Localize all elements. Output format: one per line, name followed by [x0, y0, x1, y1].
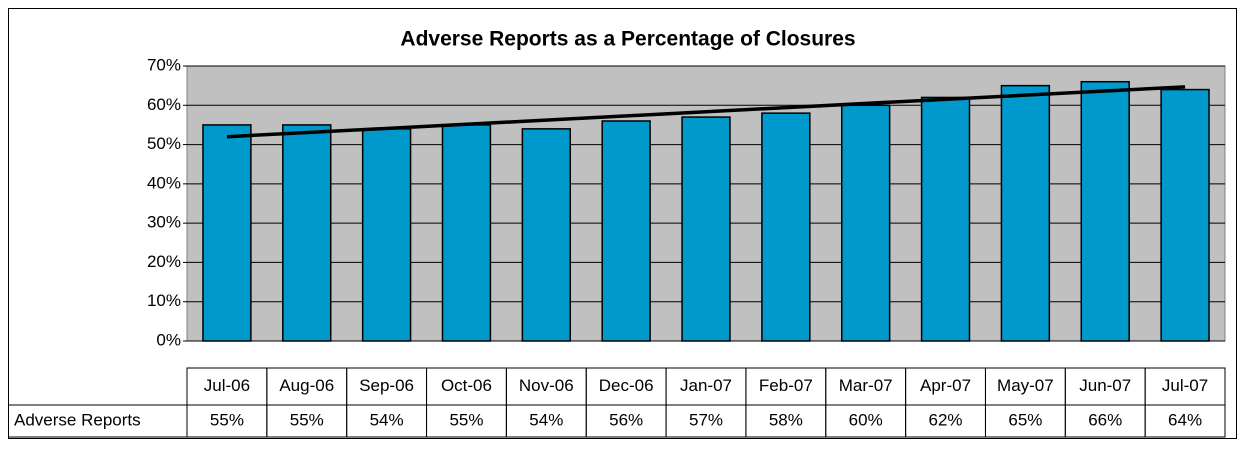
y-tick-label: 60% — [147, 95, 181, 114]
data-label: 58% — [769, 410, 803, 429]
bar — [441, 124, 492, 342]
data-label: 66% — [1088, 410, 1122, 429]
bar — [1080, 80, 1130, 342]
x-tick-label: Nov-06 — [519, 376, 574, 395]
data-label: 57% — [689, 410, 723, 429]
data-label: 55% — [210, 410, 244, 429]
x-tick-label: Jun-07 — [1079, 376, 1131, 395]
data-label: 54% — [529, 410, 563, 429]
chart-title: Adverse Reports as a Percentage of Closu… — [400, 28, 855, 51]
x-tick-label: Jul-07 — [1162, 376, 1208, 395]
y-tick-label: 20% — [147, 252, 181, 271]
y-tick-label: 50% — [147, 134, 181, 153]
bar — [840, 104, 891, 342]
data-label: 62% — [929, 410, 963, 429]
data-label: 65% — [1008, 410, 1042, 429]
bar — [920, 96, 971, 342]
y-tick-label: 70% — [147, 55, 181, 74]
x-tick-label: Jan-07 — [680, 376, 732, 395]
legend-label: Adverse Reports — [14, 410, 141, 429]
bar — [202, 124, 252, 342]
bar — [282, 124, 332, 342]
x-tick-label: Dec-06 — [599, 376, 654, 395]
x-tick-label: Aug-06 — [279, 376, 334, 395]
bar — [761, 112, 811, 342]
y-tick-label: 10% — [147, 291, 181, 310]
bar — [601, 120, 651, 342]
bar — [1160, 88, 1210, 342]
bar — [361, 128, 412, 342]
data-label: 56% — [609, 410, 643, 429]
data-label: 55% — [449, 410, 483, 429]
table-cell — [1144, 404, 1226, 438]
bar — [681, 116, 731, 342]
x-tick-label: Sep-06 — [359, 376, 414, 395]
x-tick-label: May-07 — [997, 376, 1054, 395]
x-tick-label: Mar-07 — [839, 376, 893, 395]
bar — [521, 128, 572, 342]
x-tick-label: Apr-07 — [920, 376, 971, 395]
data-label: 60% — [849, 410, 883, 429]
trendline — [226, 85, 1186, 139]
data-label: 64% — [1168, 410, 1202, 429]
x-tick-label: Jul-06 — [204, 376, 250, 395]
y-tick-label: 40% — [147, 173, 181, 192]
data-label: 54% — [370, 410, 404, 429]
x-tick-label: Feb-07 — [759, 376, 813, 395]
data-label: 55% — [290, 410, 324, 429]
bar — [1000, 84, 1051, 342]
y-tick-label: 30% — [147, 213, 181, 232]
y-tick-label: 0% — [156, 330, 181, 349]
x-tick-label: Oct-06 — [441, 376, 492, 395]
